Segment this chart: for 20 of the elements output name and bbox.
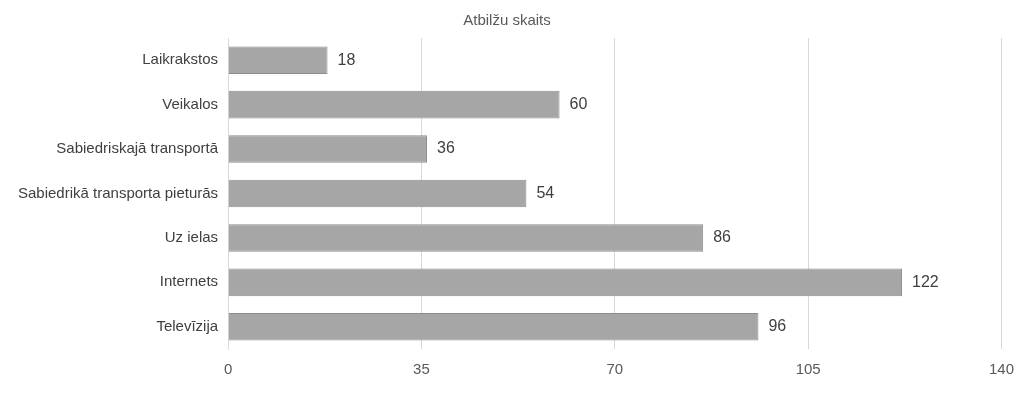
y-tick-label: Sabiedriskajā transportā bbox=[56, 139, 219, 157]
data-label: 18 bbox=[337, 50, 356, 68]
y-tick-label: Laikrakstos bbox=[142, 50, 219, 68]
data-label: 122 bbox=[912, 272, 939, 290]
data-label: 60 bbox=[569, 95, 588, 113]
data-label: 96 bbox=[768, 317, 787, 335]
y-tick-label: Uz ielas bbox=[164, 228, 219, 246]
y-tick-label: Internets bbox=[159, 272, 219, 290]
y-tick-label: Televīzija bbox=[156, 316, 219, 334]
chart-title: Atbilžu skaits bbox=[463, 11, 551, 29]
data-label: 36 bbox=[436, 139, 455, 157]
data-label: 54 bbox=[536, 183, 555, 201]
data-label: 86 bbox=[713, 228, 732, 246]
x-tick-label: 0 bbox=[223, 360, 233, 378]
x-tick-label: 70 bbox=[606, 360, 624, 378]
x-tick-label: 105 bbox=[795, 360, 821, 378]
x-tick-label: 35 bbox=[413, 360, 430, 378]
y-tick-label: Sabiedrikā transporta pieturās bbox=[17, 183, 219, 201]
y-tick-label: Veikalos bbox=[162, 94, 219, 112]
x-tick-label: 140 bbox=[988, 360, 1014, 378]
